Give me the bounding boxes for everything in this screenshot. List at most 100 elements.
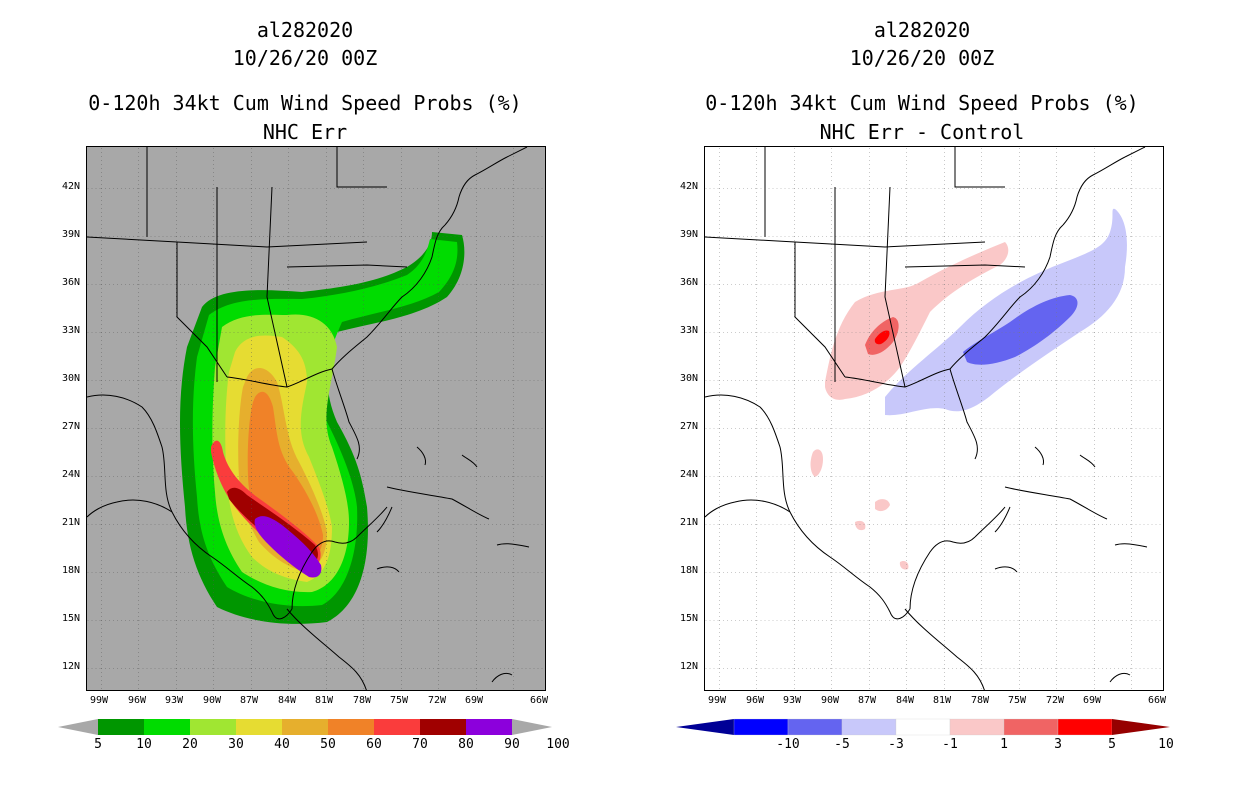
colorbar-swatch	[328, 719, 374, 735]
lon-label: 78W	[352, 695, 372, 706]
colorbar-swatch	[144, 719, 190, 735]
lon-label: 72W	[427, 695, 447, 706]
lat-label: 30N	[679, 373, 698, 384]
lon-label: 66W	[529, 695, 549, 706]
colorbar-label: 90	[504, 737, 520, 752]
colorbar-swatch	[949, 718, 1005, 736]
probability-map	[86, 146, 546, 691]
colorbar-label: 70	[412, 737, 428, 752]
right-panel: al282020 10/26/20 00Z 0-120h 34kt Cum Wi…	[618, 0, 1236, 800]
lat-label: 12N	[61, 661, 80, 672]
lon-label: 87W	[239, 695, 259, 706]
storm-id: al282020	[873, 18, 971, 42]
lon-label: 84W	[895, 695, 915, 706]
colorbar-label: 50	[320, 737, 336, 752]
forecast-datetime: 10/26/20 00Z	[849, 46, 995, 70]
colorbar-label: 5	[94, 737, 102, 752]
coastlines	[705, 147, 1148, 690]
lat-label: 36N	[679, 277, 698, 288]
colorbar-swatch	[1057, 718, 1113, 736]
lon-label: 81W	[932, 695, 952, 706]
lon-label: 99W	[89, 695, 109, 706]
colorbar-label: 10	[136, 737, 152, 752]
lat-label: 33N	[61, 325, 80, 336]
map-subtitle: NHC Err	[262, 120, 348, 144]
colorbar-label: 40	[274, 737, 290, 752]
lon-label: 72W	[1045, 695, 1065, 706]
lon-label: 96W	[127, 695, 147, 706]
lat-label: 42N	[679, 181, 698, 192]
colorbar-swatch	[98, 719, 144, 735]
colorbar-swatch	[236, 719, 282, 735]
lat-label: 42N	[61, 181, 80, 192]
coastlines	[87, 147, 530, 690]
lat-label: 18N	[61, 565, 80, 576]
colorbar-swatch	[1003, 718, 1059, 736]
colorbar-label: 3	[1054, 737, 1062, 752]
lat-label: 27N	[679, 421, 698, 432]
colorbar-swatch	[895, 718, 951, 736]
lat-label: 39N	[61, 229, 80, 240]
lon-label: 93W	[164, 695, 184, 706]
colorbar-label: 60	[366, 737, 382, 752]
lon-label: 93W	[782, 695, 802, 706]
map-subtitle: NHC Err - Control	[819, 120, 1025, 144]
forecast-datetime: 10/26/20 00Z	[232, 46, 378, 70]
colorbar-swatch	[841, 718, 897, 736]
lon-label: 99W	[707, 695, 727, 706]
lat-label: 15N	[679, 613, 698, 624]
lat-label: 33N	[679, 325, 698, 336]
storm-id: al282020	[256, 18, 354, 42]
lon-label: 69W	[1082, 695, 1102, 706]
colorbar-label: -5	[834, 737, 850, 752]
lat-label: 24N	[61, 469, 80, 480]
left-panel: al282020 10/26/20 00Z 0-120h 34kt Cum Wi…	[58, 18, 570, 752]
lon-label: 81W	[314, 695, 334, 706]
colorbar-label: 5	[1108, 737, 1116, 752]
lat-label: 39N	[679, 229, 698, 240]
lat-label: 21N	[61, 517, 80, 528]
colorbar	[58, 717, 552, 737]
lon-label: 90W	[202, 695, 222, 706]
colorbar-low-arrow	[58, 719, 98, 735]
lat-label: 12N	[679, 661, 698, 672]
lat-label: 15N	[61, 613, 80, 624]
difference-map	[704, 146, 1164, 691]
lon-label: 69W	[464, 695, 484, 706]
colorbar-label: -10	[776, 737, 800, 752]
colorbar-swatch	[282, 719, 328, 735]
graticule	[705, 147, 1163, 690]
lon-label: 66W	[1147, 695, 1167, 706]
lat-label: 24N	[679, 469, 698, 480]
lat-label: 36N	[61, 277, 80, 288]
lon-label: 78W	[970, 695, 990, 706]
lat-label: 18N	[679, 565, 698, 576]
colorbar	[676, 717, 1170, 737]
lon-label: 75W	[1007, 695, 1027, 706]
colorbar-label: 20	[182, 737, 198, 752]
colorbar-label: 10	[1158, 737, 1174, 752]
colorbar-swatch	[374, 719, 420, 735]
colorbar-swatch	[787, 718, 843, 736]
colorbar-label: 1	[1000, 737, 1008, 752]
colorbar-label: 30	[228, 737, 244, 752]
lon-label: 75W	[389, 695, 409, 706]
lon-label: 90W	[820, 695, 840, 706]
lon-label: 96W	[745, 695, 765, 706]
lon-label: 87W	[857, 695, 877, 706]
colorbar-label: 80	[458, 737, 474, 752]
colorbar-high-arrow	[512, 719, 552, 735]
colorbar-swatch	[733, 718, 789, 736]
colorbar-label: -1	[942, 737, 958, 752]
graticule	[87, 147, 545, 690]
lat-label: 21N	[679, 517, 698, 528]
colorbar-swatch	[190, 719, 236, 735]
map-title: 0-120h 34kt Cum Wind Speed Probs (%)	[705, 91, 1139, 115]
colorbar-label: 100	[546, 737, 570, 752]
colorbar-swatch	[420, 719, 466, 735]
lon-label: 84W	[277, 695, 297, 706]
lat-label: 30N	[61, 373, 80, 384]
colorbar-label: -3	[888, 737, 904, 752]
colorbar-swatch	[466, 719, 512, 735]
lat-label: 27N	[61, 421, 80, 432]
